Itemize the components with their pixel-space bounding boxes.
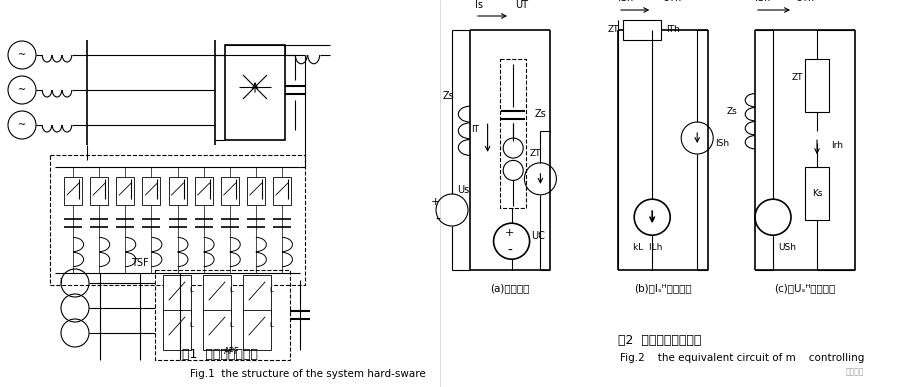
Text: ZT: ZT <box>608 26 619 34</box>
Bar <box>273 177 291 205</box>
Bar <box>50 155 305 285</box>
Bar <box>64 177 82 205</box>
Text: L: L <box>189 287 193 293</box>
Text: 电子发烧: 电子发烧 <box>846 368 864 377</box>
Text: Is: Is <box>475 0 483 10</box>
Text: IT: IT <box>472 125 479 134</box>
Bar <box>805 59 829 111</box>
Bar <box>116 177 134 205</box>
Bar <box>168 177 186 205</box>
Text: Zs: Zs <box>442 91 454 101</box>
Bar <box>142 177 160 205</box>
Bar <box>501 59 526 207</box>
Text: UTh: UTh <box>663 0 681 3</box>
Text: Fig.1  the structure of the system hard-sware: Fig.1 the structure of the system hard-s… <box>190 369 426 379</box>
Text: Zs: Zs <box>535 109 547 119</box>
Text: ~: ~ <box>18 85 26 95</box>
Text: Ks: Ks <box>812 189 823 198</box>
Bar <box>203 310 231 350</box>
Text: ZT: ZT <box>530 149 541 158</box>
Bar <box>243 310 271 350</box>
Text: TSF: TSF <box>131 258 149 268</box>
Bar <box>163 310 191 350</box>
Text: L: L <box>269 322 273 328</box>
Text: kL  ILh: kL ILh <box>633 243 662 252</box>
Bar <box>247 177 265 205</box>
Text: L: L <box>269 287 273 293</box>
Bar <box>221 177 239 205</box>
Bar <box>163 275 191 315</box>
Text: ISh: ISh <box>755 0 770 3</box>
Text: (a)等效电路: (a)等效电路 <box>490 283 530 293</box>
Bar <box>90 177 108 205</box>
Text: 图1  系统硬件结构图: 图1 系统硬件结构图 <box>182 349 258 361</box>
Text: +: + <box>505 228 514 238</box>
Text: APF: APF <box>224 348 240 356</box>
Text: ISh: ISh <box>618 0 633 3</box>
Text: L: L <box>229 287 233 293</box>
Text: UT: UT <box>515 0 529 10</box>
Text: UC: UC <box>531 231 546 241</box>
Text: (c)对Uₛᵸ等效焵路: (c)对Uₛᵸ等效焵路 <box>774 283 836 293</box>
Text: ZT: ZT <box>791 73 803 82</box>
Text: -: - <box>435 213 440 227</box>
Text: UTh: UTh <box>796 0 814 3</box>
Text: ~: ~ <box>18 50 26 60</box>
Text: -: - <box>507 244 512 258</box>
Text: ITh: ITh <box>666 26 680 34</box>
Text: ISh: ISh <box>716 139 729 147</box>
Text: L: L <box>189 322 193 328</box>
Bar <box>203 275 231 315</box>
Text: 图2  复合控制等效电路: 图2 复合控制等效电路 <box>619 334 702 346</box>
Bar <box>805 167 829 219</box>
Text: L: L <box>229 322 233 328</box>
Text: (b)对Iₛᵸ等效电路: (b)对Iₛᵸ等效电路 <box>634 283 692 293</box>
Text: USh: USh <box>778 243 796 252</box>
Text: +: + <box>431 197 440 207</box>
Text: ~: ~ <box>18 120 26 130</box>
Bar <box>194 177 212 205</box>
Bar <box>225 45 285 140</box>
Bar <box>623 20 661 40</box>
Text: Irh: Irh <box>831 141 843 150</box>
Text: Us: Us <box>457 185 469 195</box>
Bar <box>243 275 271 315</box>
Bar <box>155 270 290 360</box>
Text: Fig.2    the equivalent circuit of m    controlling: Fig.2 the equivalent circuit of m contro… <box>620 353 864 363</box>
Text: Zs: Zs <box>726 107 737 116</box>
